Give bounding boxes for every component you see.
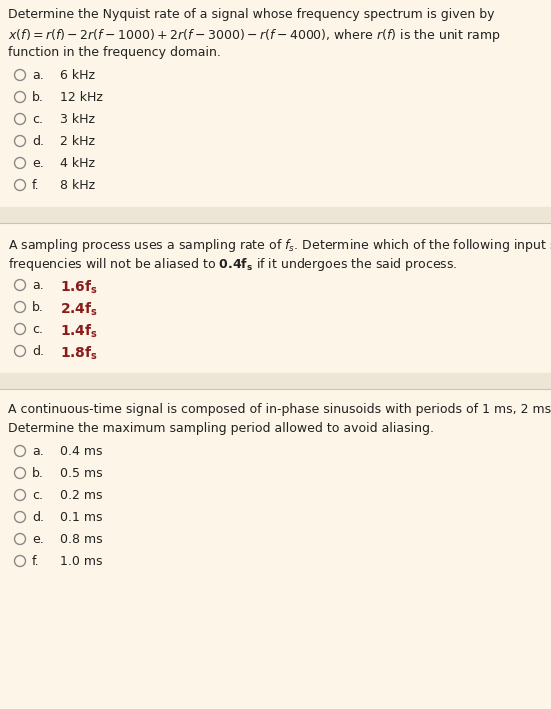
Text: b.: b. [32,91,44,104]
Text: b.: b. [32,467,44,480]
Text: $\mathit{\mathbf{1.8f_s}}$: $\mathit{\mathbf{1.8f_s}}$ [60,345,98,362]
Text: 2 kHz: 2 kHz [60,135,95,148]
Text: 0.2 ms: 0.2 ms [60,489,102,502]
Text: 12 kHz: 12 kHz [60,91,103,104]
Text: $\mathit{\mathbf{1.6f_s}}$: $\mathit{\mathbf{1.6f_s}}$ [60,279,98,296]
Text: function in the frequency domain.: function in the frequency domain. [8,46,221,59]
Text: 0.5 ms: 0.5 ms [60,467,102,480]
Text: e.: e. [32,533,44,546]
Text: f.: f. [32,179,40,192]
Text: 0.1 ms: 0.1 ms [60,511,102,524]
Text: c.: c. [32,323,43,336]
Text: c.: c. [32,489,43,502]
Text: a.: a. [32,279,44,292]
Text: $\mathit{\mathbf{2.4f_s}}$: $\mathit{\mathbf{2.4f_s}}$ [60,301,98,318]
Text: A continuous-time signal is composed of in-phase sinusoids with periods of 1 ms,: A continuous-time signal is composed of … [8,403,551,416]
Text: A sampling process uses a sampling rate of $f_s$. Determine which of the followi: A sampling process uses a sampling rate … [8,237,551,254]
Text: 3 kHz: 3 kHz [60,113,95,126]
Text: 4 kHz: 4 kHz [60,157,95,170]
Text: Determine the maximum sampling period allowed to avoid aliasing.: Determine the maximum sampling period al… [8,422,434,435]
Text: frequencies will not be aliased to $\mathbf{0.4f_s}$ if it undergoes the said pr: frequencies will not be aliased to $\mat… [8,256,457,273]
Text: c.: c. [32,113,43,126]
Bar [0,373,551,389]
Text: $x(f) = r(f) - 2r(f - 1000) + 2r(f - 3000) - r(f - 4000)$, where $r(f)$ is the u: $x(f) = r(f) - 2r(f - 1000) + 2r(f - 300… [8,27,500,44]
Text: a.: a. [32,445,44,458]
Text: 0.8 ms: 0.8 ms [60,533,102,546]
Text: Determine the Nyquist rate of a signal whose frequency spectrum is given by: Determine the Nyquist rate of a signal w… [8,8,494,21]
Text: 1.0 ms: 1.0 ms [60,555,102,568]
Text: $\mathit{\mathbf{1.4f_s}}$: $\mathit{\mathbf{1.4f_s}}$ [60,323,98,340]
Text: 6 kHz: 6 kHz [60,69,95,82]
Text: e.: e. [32,157,44,170]
Text: d.: d. [32,135,44,148]
Text: d.: d. [32,511,44,524]
Text: d.: d. [32,345,44,358]
Text: f.: f. [32,555,40,568]
Text: 8 kHz: 8 kHz [60,179,95,192]
Text: b.: b. [32,301,44,314]
Text: a.: a. [32,69,44,82]
Bar [0,207,551,223]
Text: 0.4 ms: 0.4 ms [60,445,102,458]
